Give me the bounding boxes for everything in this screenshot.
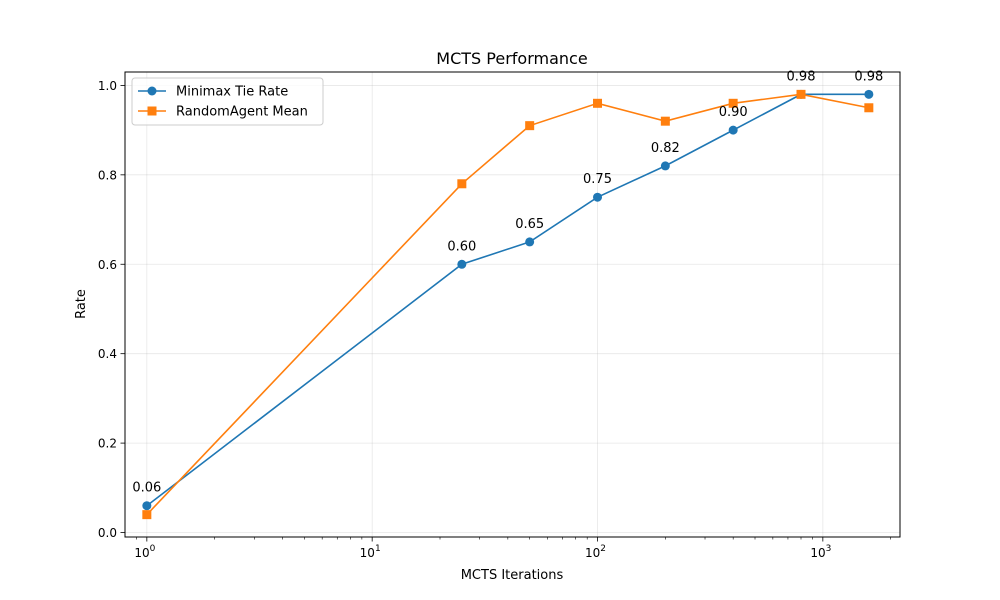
y-tick-label: 1.0 [98,79,117,93]
data-point [593,98,603,108]
legend-label: Minimax Tie Rate [176,85,288,100]
chart-title: MCTS Performance [436,49,587,68]
data-point [525,121,535,131]
data-point [864,89,874,99]
data-point [728,98,738,108]
data-point [796,89,806,99]
series-2 [142,89,874,520]
data-label: 0.06 [132,481,161,496]
legend-box [131,77,324,126]
y-tick-label: 0.8 [98,168,117,182]
x-tick-label: 102 [585,544,606,560]
data-point [142,501,152,511]
x-tick-label: 100 [134,544,155,560]
data-point [525,237,535,247]
data-point [593,192,603,202]
data-point [660,161,670,171]
data-point [864,103,874,113]
legend: Minimax Tie Rate RandomAgent Mean [131,77,324,126]
x-axis-label: MCTS Iterations [461,568,564,583]
series-line [146,93,869,507]
y-axis-ticks: 0.0 0.2 0.4 0.6 0.8 1.0 [98,79,125,540]
data-point [728,125,738,135]
data-label: 0.65 [515,217,544,232]
data-label: 0.98 [854,69,883,84]
plot-frame [124,71,901,538]
x-axis-ticks: 100 101 102 103 [134,537,891,560]
data-point [660,116,670,126]
data-label: 0.90 [719,105,748,120]
y-tick-label: 0.4 [98,347,117,361]
legend-marker [147,86,157,96]
series-layer [142,89,874,520]
data-point [142,510,152,520]
data-point [457,259,467,269]
data-labels: 0.06 0.60 0.65 0.75 0.82 0.90 0.98 0.98 [132,69,883,495]
y-tick-label: 0.2 [98,437,117,451]
grid [125,72,900,537]
legend-entry: RandomAgent Mean [138,105,308,120]
y-tick-label: 0.6 [98,258,117,272]
legend-entry: Minimax Tie Rate [138,85,288,100]
x-tick-label: 101 [360,544,381,560]
x-tick-label: 103 [810,544,831,560]
legend-marker [147,106,157,116]
data-point [457,179,467,189]
legend-label: RandomAgent Mean [176,105,308,120]
data-label: 0.75 [583,172,612,187]
data-label: 0.98 [787,69,816,84]
data-label: 0.60 [447,239,476,254]
y-tick-label: 0.0 [98,526,117,540]
data-label: 0.82 [651,141,680,156]
series-line [146,93,869,516]
y-axis-label: Rate [74,289,89,319]
